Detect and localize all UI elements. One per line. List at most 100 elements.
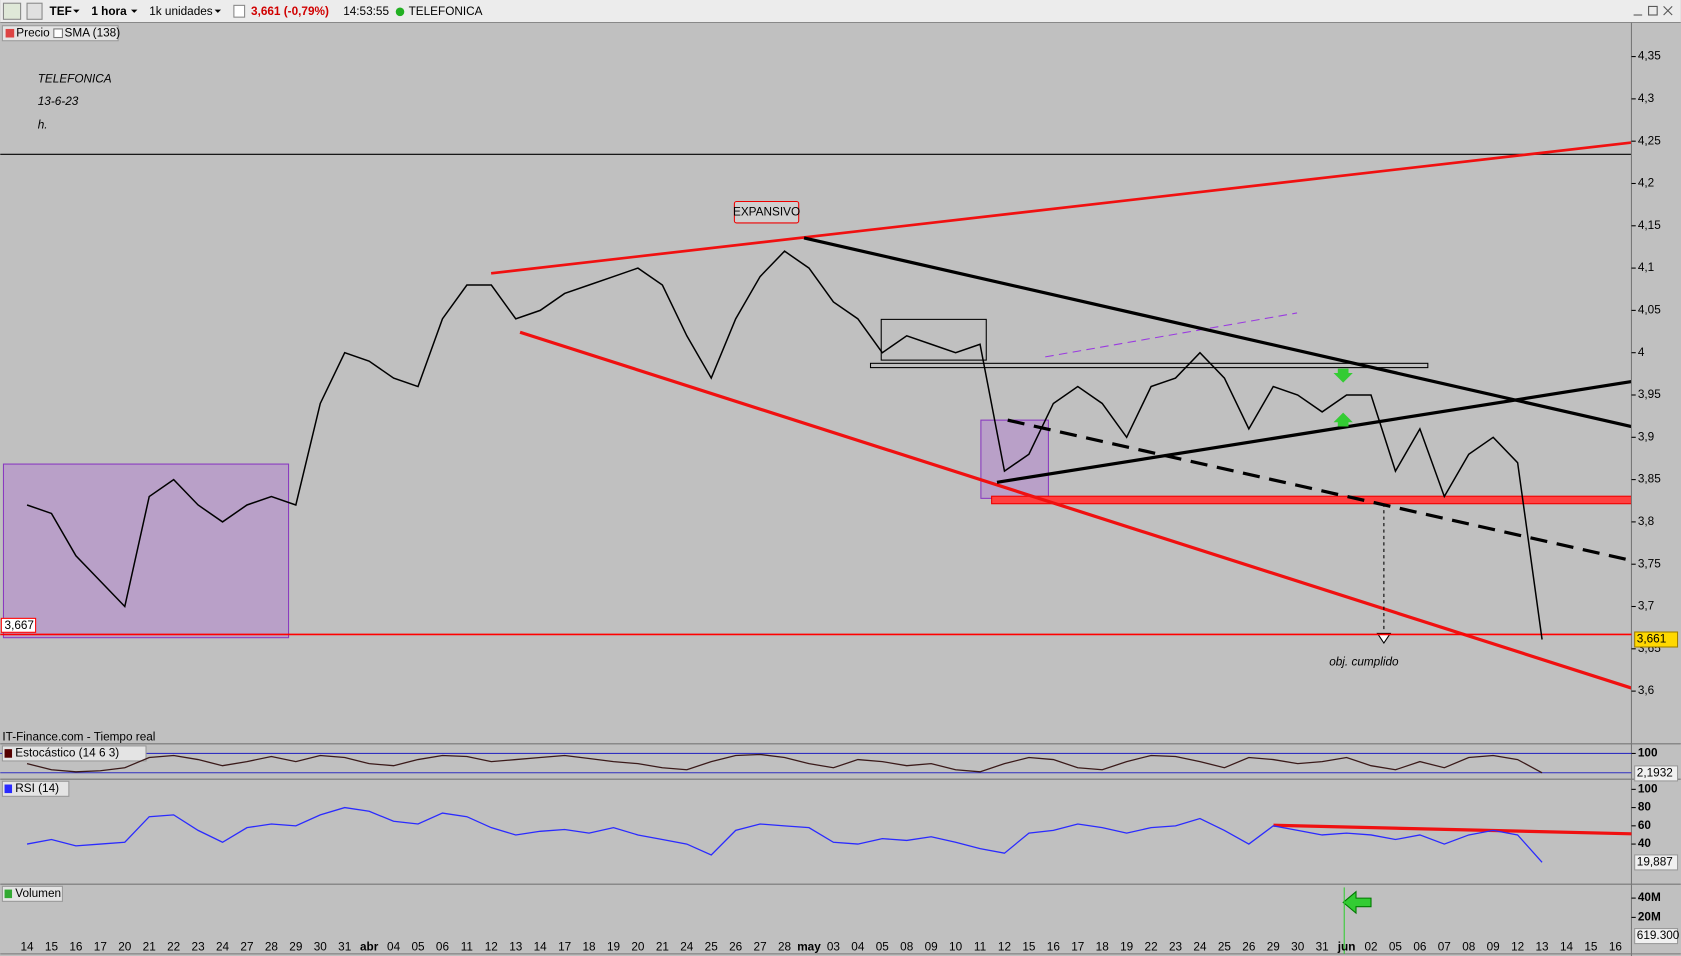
target-arrow	[1376, 632, 1392, 645]
interval[interactable]: 1 hora	[91, 5, 127, 18]
x-tick-label: 02	[1364, 941, 1377, 954]
data-source: IT-Finance.com - Tiempo real	[2, 730, 155, 743]
x-tick-label: 28	[265, 941, 279, 954]
price-value: 3,661	[251, 5, 281, 18]
x-tick-label: 03	[827, 941, 841, 954]
window-buttons	[1633, 5, 1673, 16]
x-tick-label: 08	[1462, 941, 1476, 954]
y-tick-label: 4,05	[1638, 303, 1661, 316]
y-tick-label: 100	[1638, 782, 1658, 795]
x-tick-label: 04	[851, 941, 865, 954]
y-tick-label: 100	[1638, 747, 1658, 760]
last-value-label: 3,661	[1637, 633, 1666, 646]
x-tick-label: 05	[411, 941, 425, 954]
x-tick-label: 30	[1291, 941, 1305, 954]
x-tick-label: 24	[1193, 941, 1207, 954]
consolidation-box	[880, 318, 987, 361]
x-tick-label: 09	[1487, 941, 1500, 954]
close-button[interactable]	[1663, 6, 1673, 16]
x-tick-label: 23	[192, 941, 206, 954]
x-tick-label: 24	[680, 941, 694, 954]
panel-label-swatch	[4, 784, 13, 794]
resistance-band	[869, 362, 1429, 369]
last-value-tag	[1634, 631, 1679, 648]
y-tick-label: 3,9	[1638, 430, 1654, 443]
note-title: TELEFONICA	[38, 72, 112, 85]
series-line	[26, 250, 1543, 640]
range-box	[980, 419, 1049, 499]
trend-line	[1007, 418, 1632, 563]
x-tick-label: 13	[1536, 941, 1550, 954]
x-tick-label: 13	[509, 941, 523, 954]
x-tick-label: 16	[1609, 941, 1623, 954]
x-tick-label: 31	[1316, 941, 1329, 954]
legend-price[interactable]: Precio	[16, 26, 50, 39]
x-tick-label: 27	[240, 941, 253, 954]
y-tick-label: 3,6	[1638, 684, 1655, 697]
x-tick-label: 22	[167, 941, 180, 954]
x-tick-label: 07	[1438, 941, 1451, 954]
last-value-tag	[1634, 854, 1679, 871]
y-tick-label: 4,15	[1638, 219, 1661, 232]
x-tick-label: 15	[1584, 941, 1598, 954]
y-tick-label: 4,25	[1638, 134, 1661, 147]
y-tick-label: 4,3	[1638, 92, 1655, 105]
x-tick-label: 18	[583, 941, 597, 954]
x-tick-label: 31	[338, 941, 351, 954]
series-line	[26, 806, 1543, 863]
panel-label: RSI (14)	[15, 782, 59, 795]
x-tick-label: 09	[925, 941, 938, 954]
dropdown-arrow	[131, 9, 138, 13]
x-tick-label: 05	[1389, 941, 1403, 954]
instrument-name: TELEFONICA	[409, 5, 483, 18]
volume-arrow	[1342, 890, 1372, 915]
x-tick-label: 26	[729, 941, 743, 954]
x-tick-label: 14	[20, 941, 34, 954]
quote-icon	[233, 4, 246, 18]
last-value-tag	[1634, 928, 1679, 945]
dropdown-arrow	[73, 9, 80, 13]
last-value-label: 2,1932	[1637, 767, 1673, 780]
x-tick-label: may	[797, 941, 821, 954]
x-tick-label: 12	[485, 941, 498, 954]
legend-sma[interactable]: SMA (138)	[65, 26, 121, 39]
panel-label-box	[1, 745, 147, 762]
link-button[interactable]	[26, 2, 43, 20]
last-price: 3,661 (-0,79%)	[251, 5, 329, 18]
pattern-label: EXPANSIVO	[733, 205, 800, 218]
price-change: (-0,79%)	[284, 5, 329, 18]
x-tick-label: 20	[631, 941, 645, 954]
trend-line	[1045, 312, 1298, 358]
legend-swatch	[5, 28, 15, 38]
pattern-label-box	[733, 200, 800, 224]
y-tick-label: 60	[1638, 819, 1652, 832]
x-tick-label: 16	[69, 941, 83, 954]
trend-line	[490, 141, 1632, 275]
maximize-button[interactable]	[1648, 5, 1658, 16]
y-tick-label: 4,2	[1638, 177, 1654, 190]
legend-swatch	[53, 28, 63, 39]
symbol[interactable]: TEF	[50, 5, 72, 18]
x-tick-label: 20	[118, 941, 132, 954]
panel-label-box	[1, 885, 63, 902]
x-tick-label: 26	[1242, 941, 1256, 954]
chart-type-button[interactable]	[2, 2, 22, 20]
x-tick-label: 19	[607, 941, 620, 954]
reference-label-box	[0, 617, 37, 633]
status-dot	[395, 7, 405, 17]
panel-label-swatch	[4, 889, 13, 899]
series-line	[26, 753, 1543, 774]
x-tick-label: 10	[949, 941, 963, 954]
y-tick-label: 20M	[1638, 910, 1661, 923]
x-tick-label: 08	[900, 941, 914, 954]
y-tick-label: 80	[1638, 801, 1652, 814]
y-tick-label: 4,1	[1638, 261, 1654, 274]
x-tick-label: abr	[360, 941, 379, 954]
x-tick-label: 21	[143, 941, 156, 954]
range-box	[2, 463, 290, 639]
x-tick-label: 15	[45, 941, 59, 954]
x-tick-label: 19	[1120, 941, 1133, 954]
panel-label: Estocástico (14 6 3)	[15, 747, 119, 760]
units[interactable]: 1k unidades	[149, 5, 213, 18]
